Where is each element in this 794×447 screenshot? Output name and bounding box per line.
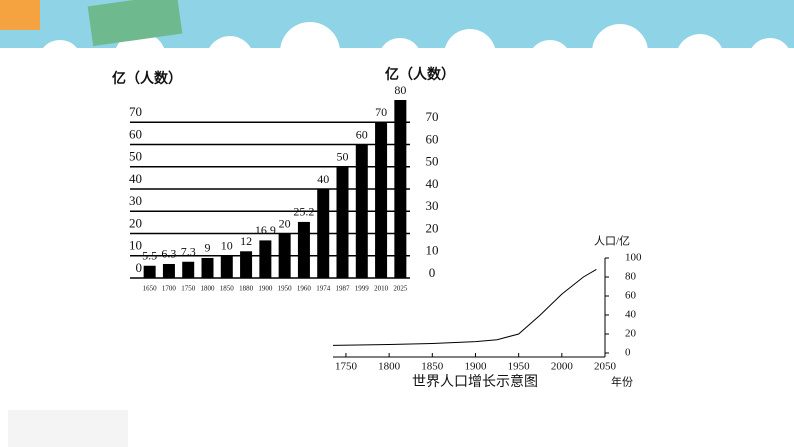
- chart-title: 世界人口增长示意图: [412, 373, 538, 390]
- value-label: 7.3: [181, 245, 196, 259]
- y-tick-label-right: 10: [426, 243, 439, 258]
- value-label: 20: [279, 216, 291, 230]
- y-axis-title-right: 亿（人数）: [385, 66, 455, 83]
- bar: [259, 240, 272, 278]
- value-label: 80: [394, 83, 406, 97]
- y-tick-label: 30: [129, 193, 142, 208]
- x-tick-label: 1960: [297, 285, 312, 293]
- x-tick-label: 2050: [594, 361, 617, 373]
- bar: [201, 257, 214, 278]
- y-tick-label-right: 20: [426, 220, 439, 235]
- y-tick-label: 40: [129, 171, 142, 186]
- y-tick-label: 0: [136, 260, 143, 275]
- y-tick-label: 10: [129, 238, 142, 253]
- y-tick-label: 0: [625, 347, 631, 359]
- bar: [162, 263, 175, 278]
- y-tick-label-right: 30: [426, 198, 439, 213]
- x-tick-label: 1880: [239, 285, 254, 293]
- value-label: 25.2: [293, 205, 314, 219]
- clouds: [0, 22, 794, 84]
- value-label: 60: [356, 127, 368, 141]
- x-tick-label: 1850: [421, 361, 444, 373]
- x-tick-label: 1800: [201, 285, 216, 293]
- y-axis-title: 亿（人数）: [112, 70, 182, 87]
- x-tick-label: 2010: [374, 285, 389, 293]
- y-tick-label: 20: [129, 215, 142, 230]
- value-label: 9: [205, 241, 211, 255]
- bar: [394, 100, 407, 278]
- x-tick-label: 1974: [316, 285, 331, 293]
- y-tick-label-right: 70: [426, 109, 439, 124]
- value-label: 10: [221, 239, 233, 253]
- value-label: 70: [375, 105, 387, 119]
- y-tick-label: 40: [625, 309, 637, 321]
- x-tick-label: 1850: [220, 285, 235, 293]
- x-tick-label: 2025: [393, 285, 408, 293]
- y-tick-label: 100: [625, 252, 642, 264]
- x-tick-label: 1950: [508, 361, 531, 373]
- bar: [317, 189, 330, 278]
- y-tick-label: 80: [625, 271, 637, 283]
- y-tick-label-right: 60: [426, 131, 439, 146]
- x-tick-label: 1999: [355, 285, 370, 293]
- bar-chart: 亿（人数） 亿（人数） 0 0 10 10 20 20 30 30 40 40 50 50 60 60 70…: [112, 66, 455, 292]
- x-tick-label: 1750: [335, 361, 358, 373]
- value-label: 16.9: [255, 223, 276, 237]
- value-label: 6.3: [161, 247, 176, 261]
- bar: [297, 221, 310, 278]
- x-tick-label: 1950: [278, 285, 293, 293]
- bar: [278, 233, 291, 278]
- bar: [355, 144, 368, 278]
- y-axis-title: 人口/亿: [594, 235, 630, 248]
- x-tick-label: 1650: [143, 285, 158, 293]
- y-tick-label-right: 0: [429, 265, 436, 280]
- decoration: [0, 0, 183, 447]
- bar: [240, 251, 253, 278]
- bar: [143, 265, 156, 278]
- value-label: 12: [240, 234, 252, 248]
- x-tick-label: 2000: [551, 361, 574, 373]
- y-tick-label: 20: [625, 328, 637, 340]
- y-tick-label-right: 40: [426, 176, 439, 191]
- x-tick-label: 1987: [336, 285, 351, 293]
- line: [332, 268, 597, 346]
- x-tick-label: 1750: [181, 285, 196, 293]
- bar: [375, 122, 388, 278]
- x-tick-label: 1900: [464, 361, 487, 373]
- bar: [220, 255, 233, 278]
- x-axis-title: 年份: [611, 375, 633, 389]
- line-chart: 世界人口增长示意图 年份 人口/亿 1750 1800 1850 1900 1950 20…: [332, 235, 642, 390]
- y-tick-label: 60: [625, 290, 637, 302]
- y-tick-label: 60: [129, 126, 142, 141]
- value-label: 50: [337, 150, 349, 164]
- value-label: 40: [317, 172, 329, 186]
- x-tick-label: 1800: [378, 361, 401, 373]
- value-label: 5.5: [142, 249, 157, 263]
- bar: [182, 261, 195, 278]
- bar: [336, 166, 349, 278]
- x-tick-label: 1900: [258, 285, 273, 293]
- y-tick-label: 70: [129, 104, 142, 119]
- x-tick-label: 1700: [162, 285, 177, 293]
- y-tick-label-right: 50: [426, 154, 439, 169]
- y-tick-label: 50: [129, 149, 142, 164]
